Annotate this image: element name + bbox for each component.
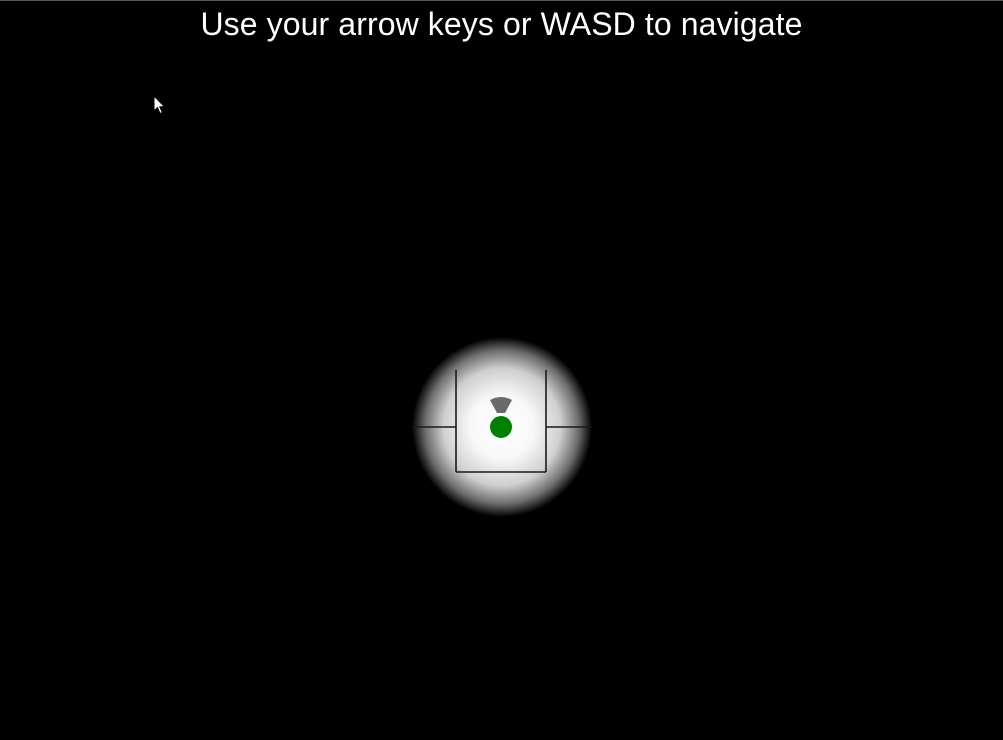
mouse-pointer-icon <box>153 94 166 115</box>
instruction-text: Use your arrow keys or WASD to navigate <box>200 6 803 42</box>
maze-walls <box>412 370 592 473</box>
player-direction-indicator <box>490 397 512 413</box>
window-top-border <box>0 0 1003 1</box>
player-dot <box>490 416 512 438</box>
